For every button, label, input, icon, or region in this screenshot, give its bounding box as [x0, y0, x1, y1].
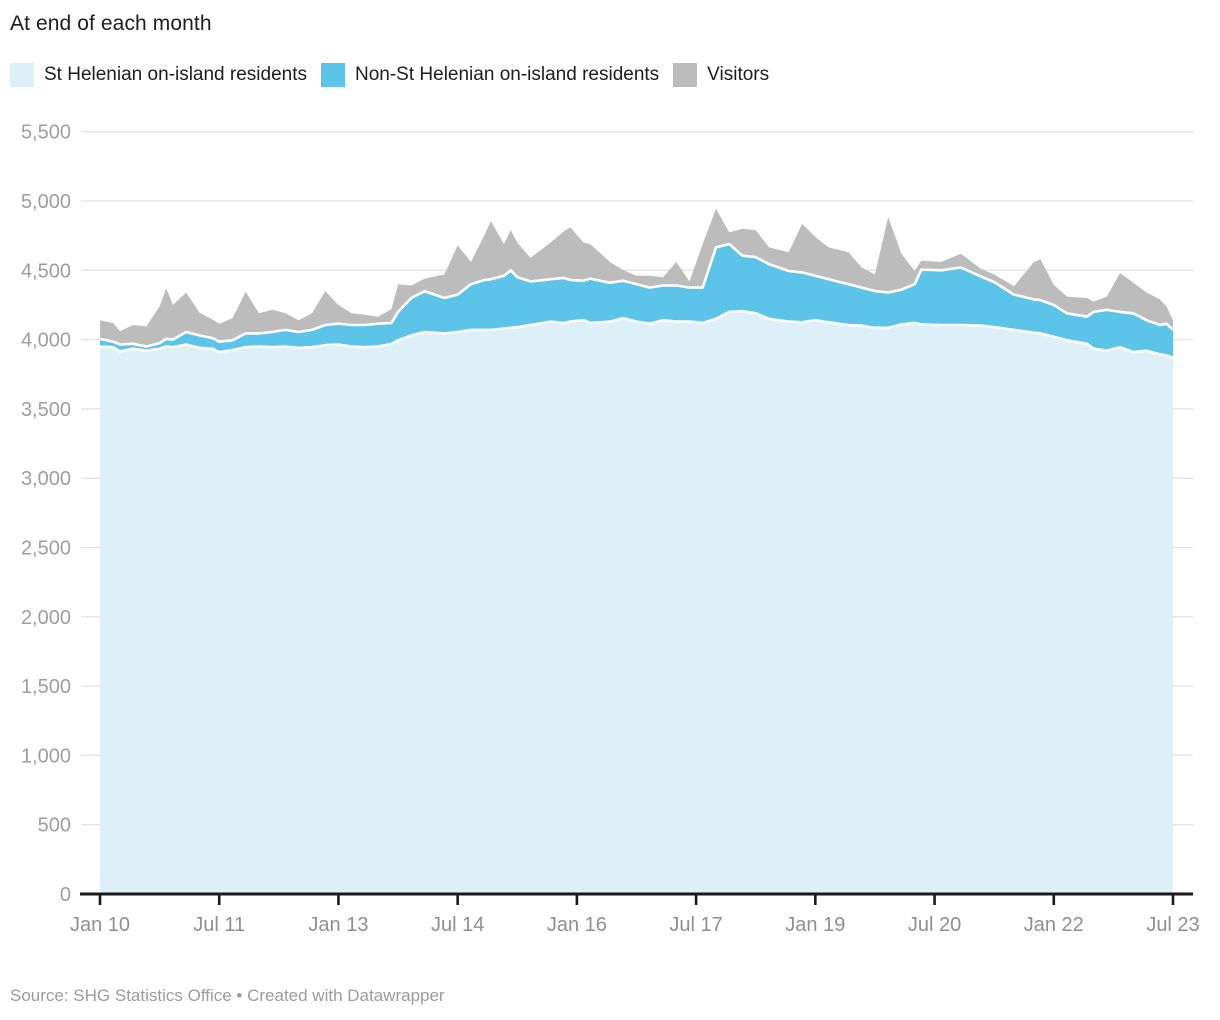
- y-axis-label-3500: 3,500: [21, 399, 71, 421]
- legend-swatch: [10, 63, 34, 87]
- area-non-st-helenian-residents: [100, 244, 1173, 358]
- x-axis-label-jan-13: Jan 13: [308, 914, 368, 936]
- x-axis-label-jul-23: Jul 23: [1146, 914, 1199, 936]
- x-axis-label-jan-19: Jan 19: [785, 914, 845, 936]
- y-axis-label-5500: 5,500: [21, 122, 71, 144]
- legend-label: Non-St Helenian on-island residents: [355, 64, 660, 85]
- legend-item-1: Non-St Helenian on-island residents: [321, 63, 659, 87]
- area-st-helenian-residents: [100, 311, 1173, 894]
- area-visitors: [100, 208, 1173, 347]
- y-axis-label-0: 0: [60, 884, 71, 906]
- legend-swatch: [321, 63, 345, 87]
- x-axis-label-jan-22: Jan 22: [1024, 914, 1084, 936]
- x-axis-label-jan-16: Jan 16: [547, 914, 607, 936]
- source-line: Source: SHG Statistics Office • Created …: [10, 986, 445, 1005]
- legend-swatch: [673, 63, 698, 87]
- y-axis-label-5000: 5,000: [21, 191, 71, 213]
- y-axis-label-1500: 1,500: [21, 676, 71, 698]
- y-axis-label-1000: 1,000: [21, 745, 71, 767]
- legend-label: Visitors: [707, 64, 770, 85]
- y-axis-label-4000: 4,000: [21, 330, 71, 352]
- legend-label: St Helenian on-island residents: [44, 64, 307, 85]
- y-axis-label-3000: 3,000: [21, 468, 71, 490]
- x-axis-label-jul-14: Jul 14: [431, 914, 484, 936]
- page-title: At end of each month: [10, 12, 212, 35]
- y-axis-label-2000: 2,000: [21, 607, 71, 629]
- separator-non-st-helenian-top: [99, 242, 1174, 348]
- separator-st-helenian-top: [99, 309, 1174, 359]
- legend-item-0: St Helenian on-island residents: [10, 63, 307, 87]
- y-axis-label-500: 500: [38, 815, 71, 837]
- y-axis-label-2500: 2,500: [21, 538, 71, 560]
- legend-item-2: Visitors: [673, 63, 769, 87]
- x-axis-label-jul-20: Jul 20: [908, 914, 961, 936]
- x-axis-label-jul-17: Jul 17: [669, 914, 722, 936]
- x-axis-label-jul-11: Jul 11: [193, 914, 245, 936]
- x-axis-label-jan-10: Jan 10: [70, 914, 130, 936]
- legend: St Helenian on-island residents Non-St He…: [10, 63, 769, 87]
- y-axis-label-4500: 4,500: [21, 260, 71, 282]
